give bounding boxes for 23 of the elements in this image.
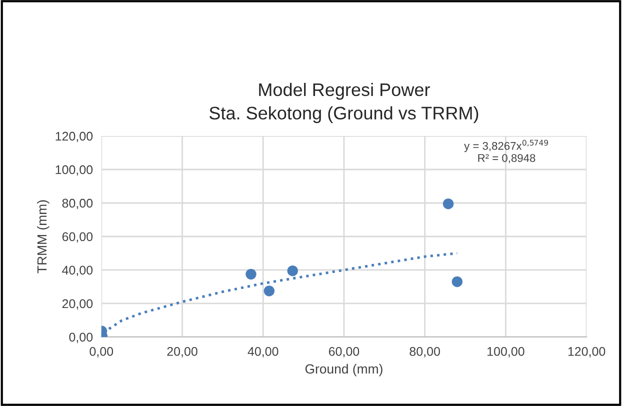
point (442, 198, 454, 210)
y-tick-label: 100,00 (56, 165, 93, 176)
y-tick-label: 60,00 (62, 232, 93, 243)
annotation: y = 3,8267x$^{0,5749}$ R² = 0,8948 (464, 140, 548, 164)
x-tick-label: 120,00 (568, 347, 606, 358)
point (246, 268, 256, 280)
y-tick-label: 80,00 (62, 198, 93, 210)
y-tick-label: 40,00 (62, 266, 93, 276)
x-tick-label: 0,00 (90, 347, 114, 358)
point (264, 286, 275, 296)
y-tick-label: 20,00 (62, 299, 93, 310)
x-tick-label: 40,00 (248, 347, 278, 358)
x-axis-title: Ground (mm) (305, 364, 382, 376)
x-tick-label: 80,00 (410, 347, 440, 358)
y-tick-label: 0,00 (69, 332, 93, 344)
point (452, 276, 463, 288)
y-axis-title: TRMM (mm) (36, 200, 50, 274)
y-tick-label: 120,00 (56, 132, 93, 142)
x-tick-label: 100,00 (488, 347, 524, 358)
x-tick-label: 20,00 (167, 347, 198, 358)
point (287, 265, 298, 276)
x-tick-label: 60,00 (328, 347, 360, 358)
chart-title: Model Regresi Power Sta. Sekotong (Ground vs TRRM) (209, 82, 478, 124)
